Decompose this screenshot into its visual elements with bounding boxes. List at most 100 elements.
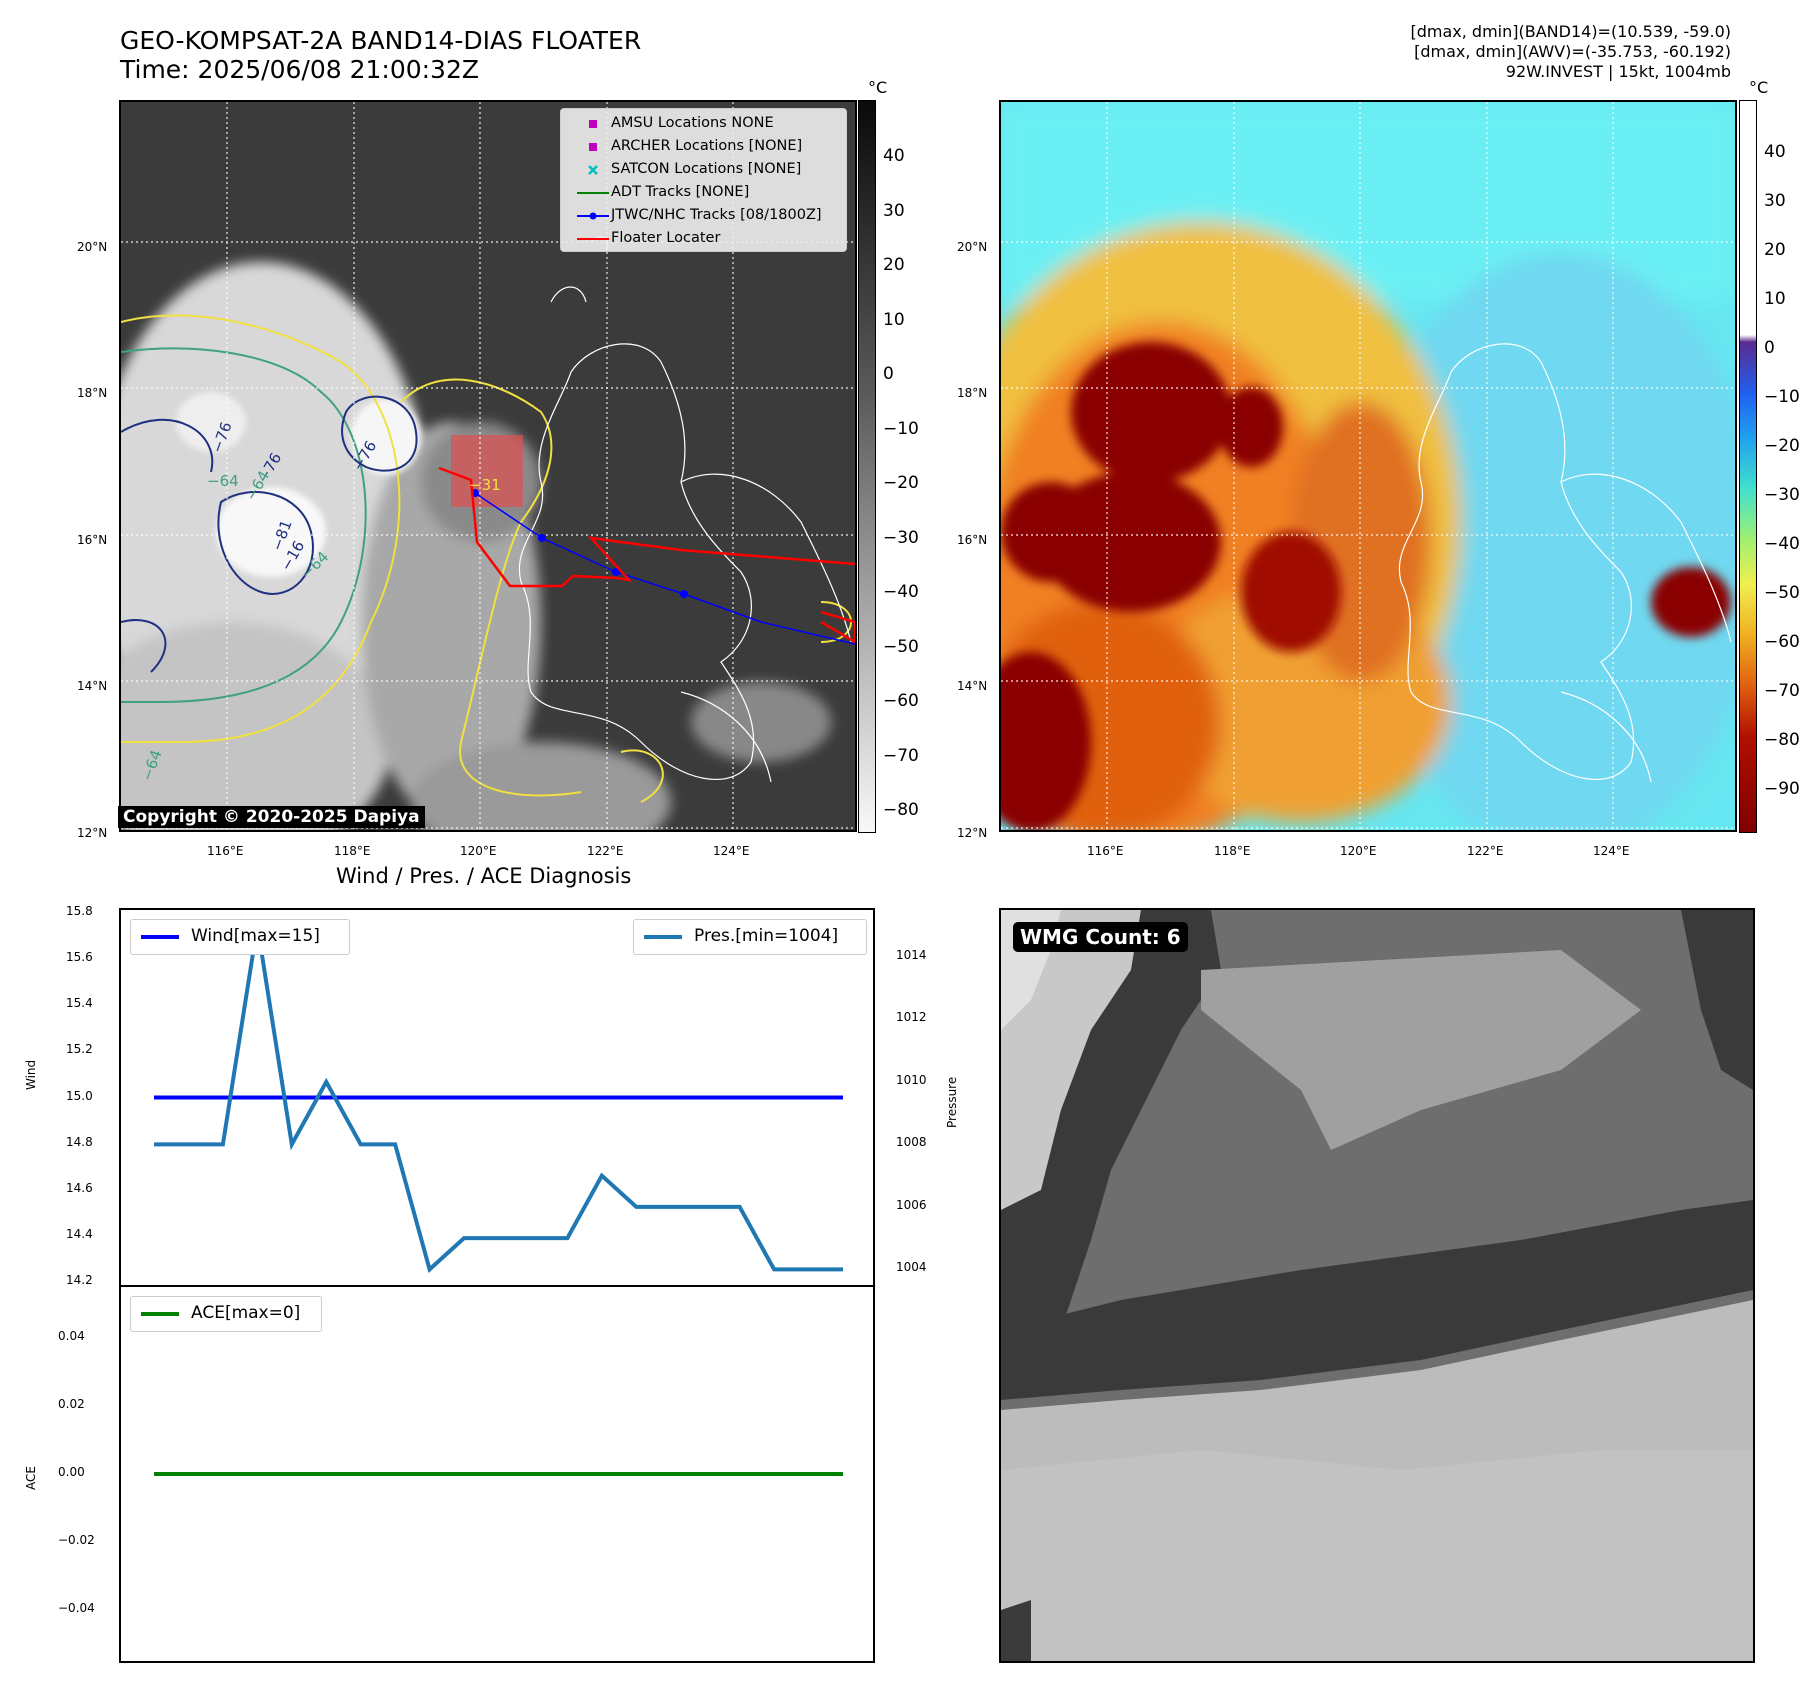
latitude-label: 16°N	[77, 533, 108, 547]
colorbar-tick-label: −50	[1764, 583, 1800, 603]
floater-box	[451, 435, 523, 507]
copyright-badge: Copyright © 2020-2025 Dapiya	[118, 806, 425, 828]
ace-axis-label: ACE	[24, 1466, 38, 1490]
wind-tick-label: 15.6	[66, 950, 93, 965]
wind-tick-label: 14.2	[66, 1273, 93, 1287]
ace-tick-label: −0.02	[58, 1533, 95, 1547]
pressure-legend-label: Pres.[min=1004]	[694, 926, 839, 946]
pressure-tick-label: 1008	[896, 1135, 927, 1150]
colorbar-tick-label: −10	[883, 418, 919, 439]
colorbar-tick-label: −40	[1764, 534, 1800, 554]
info-line-3: 92W.INVEST | 15kt, 1004mb	[1505, 62, 1731, 81]
colorbar-tick-label: −80	[1764, 730, 1800, 750]
longitude-label: 116°E	[207, 844, 244, 858]
wind-legend: Wind[max=15]	[130, 919, 350, 955]
pressure-series-line	[154, 925, 843, 1274]
ace-tick-label: −0.04	[58, 1601, 95, 1615]
colorbar-tick-label: −20	[1764, 436, 1800, 456]
legend-item-jtwc: JTWC/NHC Tracks [08/1800Z]	[561, 205, 846, 227]
wind-tick-label: 15.4	[66, 996, 93, 1011]
legend-item-adt: ADT Tracks [NONE]	[561, 182, 846, 204]
info-line-2: [dmax, dmin](AWV)=(-35.753, -60.192)	[1414, 42, 1731, 61]
ir-colorbar	[858, 100, 876, 833]
info-line-1: [dmax, dmin](BAND14)=(10.539, -59.0)	[1410, 22, 1732, 41]
colorbar-tick-label: 0	[1764, 338, 1775, 358]
legend-label: ADT Tracks [NONE]	[611, 184, 750, 200]
legend-item-floater: Floater Locater	[561, 228, 846, 250]
contour-label: −64	[207, 472, 239, 490]
ace-legend: ACE[max=0]	[130, 1296, 322, 1332]
awv-map-panel	[999, 100, 1737, 832]
legend-item-amsu: AMSU Locations NONE	[561, 113, 846, 135]
legend-item-archer: ARCHER Locations [NONE]	[561, 136, 846, 158]
ir-colorbar-unit: °C	[868, 78, 888, 97]
longitude-label: 124°E	[1593, 844, 1630, 858]
wind-axis-label: Wind	[24, 1059, 38, 1090]
jtwc-track	[474, 492, 855, 645]
colorbar-tick-label: −40	[883, 582, 919, 602]
awv-map-image	[1001, 102, 1735, 830]
colorbar-tick-label: −90	[1764, 779, 1800, 799]
longitude-label: 120°E	[1340, 844, 1377, 858]
longitude-label: 124°E	[713, 844, 750, 858]
pressure-legend: Pres.[min=1004]	[633, 919, 867, 955]
wind-pressure-panel: Wind[max=15] Pres.[min=1004]	[119, 908, 875, 1287]
chart-title: GEO-KOMPSAT-2A BAND14-DIAS FLOATER Time:…	[120, 26, 641, 84]
ace-tick-label: 0.02	[58, 1397, 85, 1411]
colorbar-tick-label: 0	[883, 364, 894, 384]
latitude-label: 16°N	[957, 533, 988, 547]
wmg-count-badge: WMG Count: 6	[1013, 922, 1188, 952]
legend-label: Floater Locater	[611, 230, 721, 246]
ace-tick-label: 0.04	[58, 1329, 85, 1343]
colorbar-tick-label: 10	[883, 309, 905, 330]
ace-legend-label: ACE[max=0]	[191, 1303, 301, 1323]
floater-track	[438, 466, 855, 644]
latitude-label: 14°N	[77, 679, 108, 693]
colorbar-tick-label: −70	[883, 745, 919, 766]
latitude-label: 14°N	[957, 679, 988, 693]
wind-tick-label: 15.8	[66, 904, 93, 918]
colorbar-tick-label: −70	[1764, 681, 1800, 701]
wind-legend-label: Wind[max=15]	[191, 926, 320, 946]
pressure-tick-label: 1012	[896, 1010, 927, 1025]
latitude-label: 20°N	[77, 240, 108, 254]
colorbar-tick-label: −10	[1764, 387, 1800, 407]
ace-plot	[154, 1472, 843, 1476]
pressure-axis-label: Pressure	[945, 1076, 959, 1128]
colorbar-tick-label: −20	[883, 473, 919, 493]
longitude-label: 118°E	[1214, 844, 1251, 858]
legend-label: SATCON Locations [NONE]	[611, 161, 802, 177]
pressure-tick-label: 1004	[896, 1260, 927, 1275]
colorbar-tick-label: 40	[1764, 142, 1786, 162]
colorbar-tick-label: −60	[1764, 632, 1800, 652]
title-line-2: Time: 2025/06/08 21:00:32Z	[120, 55, 479, 84]
wind-pressure-plot	[154, 925, 843, 1274]
wind-tick-label: 15.2	[66, 1042, 93, 1057]
legend-item-satcon: SATCON Locations [NONE]	[561, 159, 846, 181]
pressure-tick-label: 1010	[896, 1072, 927, 1087]
ir-map-image: −76 −76 −76 −64 −64 −64 −81 −16 −31 −64	[121, 102, 855, 830]
legend-label: JTWC/NHC Tracks [08/1800Z]	[611, 207, 822, 223]
awv-colorbar	[1739, 100, 1757, 833]
ace-tick-label: 0.00	[58, 1465, 85, 1479]
colorbar-tick-label: −60	[883, 691, 919, 711]
wmg-image	[1001, 910, 1753, 1661]
colorbar-tick-label: 20	[883, 255, 905, 275]
wmg-panel	[999, 908, 1755, 1663]
longitude-label: 122°E	[587, 844, 624, 858]
latitude-label: 20°N	[957, 240, 988, 254]
map-legend: AMSU Locations NONE ARCHER Locations [NO…	[560, 108, 847, 252]
awv-colorbar-unit: °C	[1749, 78, 1769, 97]
latitude-label: 18°N	[957, 386, 988, 400]
longitude-label: 122°E	[1467, 844, 1504, 858]
pressure-tick-label: 1006	[896, 1197, 927, 1212]
colorbar-tick-label: −50	[883, 636, 919, 657]
longitude-label: 116°E	[1087, 844, 1124, 858]
wind-tick-label: 15.0	[66, 1088, 93, 1103]
contour-label: −31	[469, 476, 501, 494]
wind-tick-label: 14.8	[66, 1134, 93, 1149]
title-line-1: GEO-KOMPSAT-2A BAND14-DIAS FLOATER	[120, 26, 642, 55]
longitude-label: 118°E	[334, 844, 371, 858]
colorbar-tick-label: 40	[883, 146, 905, 166]
ace-panel: ACE[max=0]	[119, 1285, 875, 1663]
